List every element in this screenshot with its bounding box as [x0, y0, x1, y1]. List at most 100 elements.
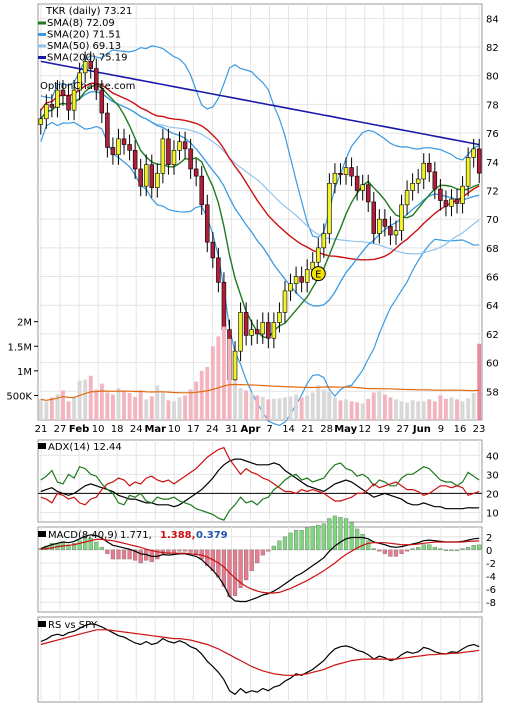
adx-title: ADX(14) 12.44	[48, 442, 122, 453]
sma8-line	[40, 84, 480, 339]
volume-bar	[149, 396, 154, 420]
volume-bar	[432, 401, 437, 420]
volume-bar	[194, 381, 199, 420]
volume-bar	[371, 392, 376, 420]
date-tick-label: Feb	[69, 424, 89, 435]
volume-bar	[338, 400, 343, 420]
down-candle	[254, 329, 260, 335]
price-tick-label: 62	[486, 330, 499, 341]
volume-tick-label: 2M	[17, 318, 32, 329]
down-candle	[121, 138, 127, 145]
down-candle	[427, 162, 432, 173]
rs-plot-area	[37, 616, 483, 703]
macd-histogram-bar	[66, 544, 71, 551]
volume-bar	[394, 399, 398, 420]
volume-bar	[116, 388, 121, 420]
down-candle	[149, 164, 155, 188]
down-candle	[210, 241, 216, 259]
macd-title: MACD(8,40,9)	[48, 530, 118, 541]
macd-histogram-bar	[155, 549, 160, 560]
macd-histogram-bar	[260, 549, 265, 556]
volume-bar	[466, 398, 471, 420]
price-tick-label: 74	[486, 158, 499, 169]
date-tick-label: May	[334, 424, 357, 435]
adx-legend-swatch	[38, 443, 46, 449]
volume-bar	[260, 396, 265, 420]
volume-bar	[88, 375, 93, 420]
volume-bar	[332, 397, 337, 420]
volume-bar	[127, 392, 132, 420]
down-candle	[432, 171, 438, 190]
up-candle	[277, 312, 282, 323]
up-candle	[304, 269, 310, 283]
adx-series-1-line	[40, 462, 480, 521]
volume-bar	[266, 399, 271, 420]
volume-bar	[410, 400, 415, 420]
volume-bar	[61, 390, 65, 420]
macd-histogram-bar	[83, 537, 88, 551]
date-tick-label: 31	[225, 424, 238, 435]
macd-tick-label: -4	[486, 572, 496, 583]
volume-bar	[83, 379, 88, 420]
volume-bar	[172, 401, 176, 420]
volume-bar	[38, 399, 43, 420]
volume-bar	[388, 397, 393, 420]
up-candle	[282, 290, 288, 313]
date-tick-label: 28	[320, 424, 333, 435]
volume-bar	[449, 397, 454, 420]
macd-histogram-bar	[388, 549, 393, 557]
volume-bar	[244, 390, 249, 420]
volume-bar	[166, 400, 171, 420]
up-candle	[460, 185, 465, 204]
macd-histogram-bar	[171, 549, 177, 553]
volume-bar	[233, 380, 237, 420]
volume-bar	[72, 397, 77, 420]
macd-histogram-bar	[371, 548, 376, 551]
up-candle	[116, 138, 121, 155]
date-tick-label: 14	[282, 424, 295, 435]
chart-title: TKR (daily) 73.21	[45, 6, 132, 17]
down-candle	[338, 172, 343, 176]
volume-bar	[405, 402, 410, 420]
volume-bar	[421, 401, 426, 420]
macd-tick-label: 2	[486, 533, 492, 544]
volume-bar	[94, 389, 99, 420]
event-marker	[310, 266, 326, 282]
macd-histogram-bar	[460, 548, 465, 551]
volume-bar	[316, 385, 321, 420]
volume-bar	[221, 326, 226, 420]
macd-tick-label: -8	[486, 598, 496, 609]
macd-histogram-bar	[177, 549, 182, 552]
volume-bar	[183, 395, 188, 420]
adx-tick-label: 30	[486, 470, 499, 481]
up-candle	[471, 148, 476, 158]
macd-histogram-bar	[288, 532, 293, 551]
date-tick-label: Apr	[241, 424, 261, 435]
volume-tick-label: 1M	[17, 367, 32, 378]
volume-bar	[288, 396, 293, 420]
down-candle	[454, 198, 460, 204]
adx-tick-label: 40	[486, 451, 499, 462]
volume-bar	[310, 392, 315, 420]
rs-legend-swatch	[38, 621, 46, 627]
macd-histogram-bar	[321, 523, 326, 551]
down-candle	[166, 138, 171, 165]
volume-bar	[271, 398, 276, 420]
volume-bar	[133, 396, 138, 420]
macd-histogram-bar	[133, 549, 138, 561]
volume-bar	[216, 336, 221, 420]
macd-histogram-bar	[377, 549, 382, 552]
adx-panel: 10 20 30 40 ADX(14) 12.44	[37, 439, 499, 523]
macd-histogram-bar	[188, 549, 193, 553]
volume-bar	[299, 397, 304, 420]
up-candle	[321, 233, 327, 249]
macd-histogram-bar	[299, 530, 304, 551]
down-candle	[110, 147, 116, 155]
volume-bar	[144, 399, 149, 420]
macd-histogram-bar	[443, 549, 449, 552]
down-candle	[88, 61, 93, 69]
volume-bar	[44, 401, 49, 420]
volume-bar	[416, 401, 421, 420]
macd-histogram-bar	[271, 545, 276, 551]
volume-bar	[355, 402, 360, 420]
